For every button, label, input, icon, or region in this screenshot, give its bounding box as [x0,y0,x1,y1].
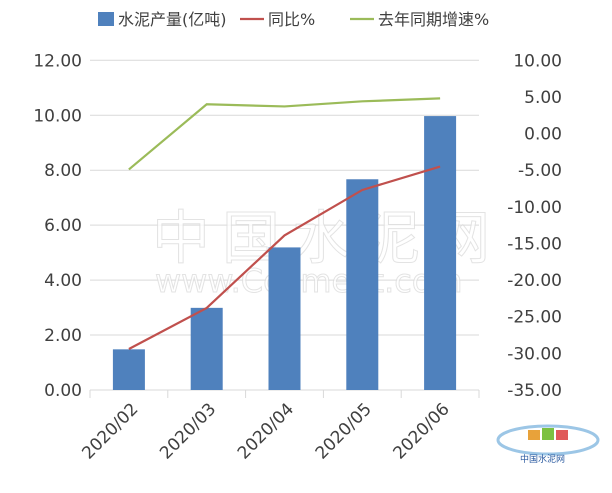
left-tick-label: 10.00 [33,106,82,126]
left-tick-label: 8.00 [44,161,82,181]
right-tick-label: -10.00 [507,198,562,218]
x-tick-label: 2020/05 [312,399,376,463]
right-tick-label: -30.00 [507,344,562,364]
svg-text:www.Ccement.com: www.Ccement.com [155,262,463,300]
right-tick-label: 10.00 [513,51,562,71]
x-tick-label: 2020/02 [78,399,142,463]
right-tick-label: 5.00 [524,88,562,108]
bar [190,307,223,390]
right-tick-label: -25.00 [507,308,562,328]
right-tick-label: -35.00 [507,381,562,401]
right-tick-label: -20.00 [507,271,562,291]
line-series [128,97,441,350]
right-axis-ticks: -35.00 -30.00 -25.00 -20.00 -15.00 -10.00 -5.0… [507,51,562,401]
logo: 中国水泥网 [496,424,600,465]
line-2 [128,97,441,171]
legend-label: 同比% [268,10,315,29]
left-tick-label: 6.00 [44,216,82,236]
left-tick-label: 4.00 [44,271,82,291]
bar [346,179,379,390]
x-tick-label: 2020/06 [390,399,454,463]
legend-label: 去年同期增速% [378,10,489,29]
bar-series [112,116,457,390]
x-tick-label: 2020/04 [234,399,298,463]
left-tick-label: 0.00 [44,381,82,401]
legend: 水泥产量(亿吨) 同比% 去年同期增速% [98,10,489,29]
legend-label: 水泥产量(亿吨) [118,10,227,29]
left-tick-label: 2.00 [44,326,82,346]
x-tick-label: 2020/03 [156,399,220,463]
x-axis-ticks: 2020/02 2020/03 2020/04 2020/05 2020/06 [78,399,453,463]
left-tick-label: 12.00 [33,51,82,71]
right-tick-label: 0.00 [524,125,562,145]
bar [112,349,145,390]
bar [268,247,301,390]
right-tick-label: -5.00 [518,161,562,181]
legend-swatch [98,12,114,26]
svg-text:中国水泥网: 中国水泥网 [520,453,565,465]
right-tick-label: -15.00 [507,234,562,254]
bar [424,116,457,390]
left-axis-ticks: 0.00 2.00 4.00 6.00 8.00 10.00 12.00 [33,51,82,401]
